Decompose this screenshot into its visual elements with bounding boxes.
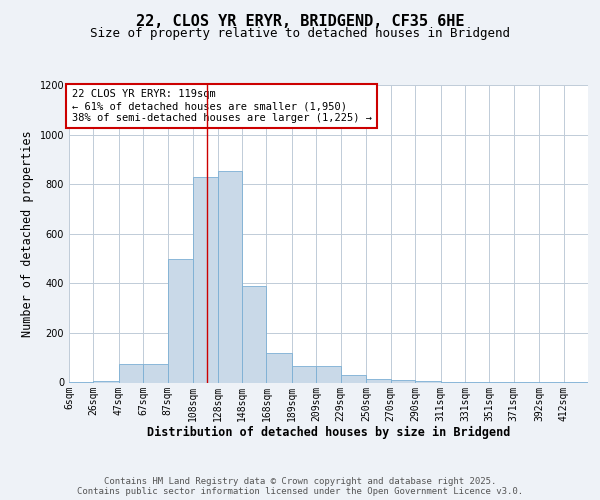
Bar <box>266 353 292 382</box>
Bar <box>242 286 266 382</box>
Text: Contains HM Land Registry data © Crown copyright and database right 2025.
Contai: Contains HM Land Registry data © Crown c… <box>77 476 523 496</box>
Bar <box>391 380 415 382</box>
Bar <box>366 379 391 382</box>
Bar <box>292 366 316 382</box>
Text: 22, CLOS YR ERYR, BRIDGEND, CF35 6HE: 22, CLOS YR ERYR, BRIDGEND, CF35 6HE <box>136 14 464 29</box>
Bar <box>143 364 167 382</box>
Bar <box>218 170 242 382</box>
Bar <box>341 375 366 382</box>
Text: Size of property relative to detached houses in Bridgend: Size of property relative to detached ho… <box>90 28 510 40</box>
Bar <box>316 366 341 382</box>
Bar <box>119 364 143 382</box>
Bar <box>415 381 440 382</box>
Bar <box>94 380 119 382</box>
Y-axis label: Number of detached properties: Number of detached properties <box>21 130 34 337</box>
X-axis label: Distribution of detached houses by size in Bridgend: Distribution of detached houses by size … <box>147 426 510 439</box>
Text: 22 CLOS YR ERYR: 119sqm
← 61% of detached houses are smaller (1,950)
38% of semi: 22 CLOS YR ERYR: 119sqm ← 61% of detache… <box>71 90 371 122</box>
Bar <box>167 258 193 382</box>
Bar <box>193 176 218 382</box>
